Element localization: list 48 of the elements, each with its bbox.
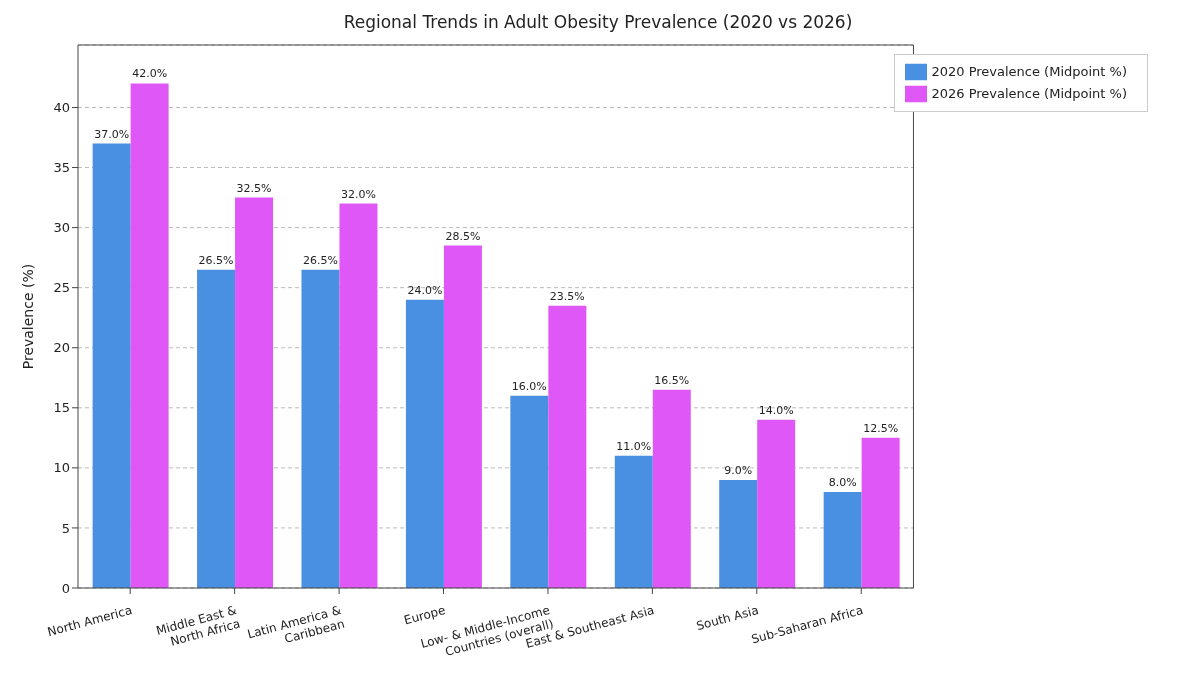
bar: [719, 479, 758, 588]
bar: [614, 455, 653, 588]
y-tick-label: 40: [53, 100, 70, 116]
y-tick-label: 5: [61, 520, 70, 536]
legend-label: 2026 Prevalence (Midpoint %): [931, 85, 1127, 101]
data-label: 11.0%: [616, 439, 652, 453]
data-label: 32.5%: [236, 181, 272, 195]
y-tick-label: 15: [53, 400, 70, 416]
data-label: 37.0%: [94, 127, 130, 141]
data-label: 26.5%: [303, 253, 338, 267]
bar: [510, 395, 549, 588]
data-label: 23.5%: [549, 289, 585, 303]
bar: [861, 437, 900, 588]
bar: [301, 269, 340, 588]
data-label: 28.5%: [445, 229, 481, 243]
x-tick-label: Middle East & North Africa: [154, 603, 242, 649]
data-label: 24.0%: [407, 283, 443, 297]
bar: [197, 269, 236, 588]
bar: [757, 419, 796, 588]
y-axis-title: Prevalence (%): [19, 263, 36, 370]
x-tick-label: North America: [46, 603, 134, 640]
y-tick-label: 30: [53, 220, 70, 236]
bar: [823, 491, 862, 588]
data-label: 32.0%: [341, 187, 376, 201]
chart-title: Regional Trends in Adult Obesity Prevalence (2020 vs 2026): [342, 12, 854, 34]
data-label: 8.0%: [828, 475, 857, 489]
y-tick-label: 20: [53, 340, 70, 356]
data-label: 12.5%: [863, 421, 899, 435]
data-label: 42.0%: [132, 67, 168, 81]
data-label: 26.5%: [198, 253, 234, 267]
bar: [339, 203, 378, 588]
bar: [548, 305, 587, 588]
bar: [443, 245, 482, 588]
y-tick-label: 10: [53, 460, 70, 476]
y-tick-label: 0: [61, 580, 70, 596]
bar: [405, 299, 444, 588]
y-tick-label: 35: [53, 160, 70, 176]
bar: [652, 389, 691, 588]
bar: [130, 83, 169, 588]
x-tick-label: Europe: [402, 603, 447, 628]
bar: [92, 143, 131, 588]
data-label: 16.0%: [511, 379, 547, 393]
bar: [235, 197, 274, 588]
data-label: 9.0%: [724, 463, 753, 477]
data-label: 14.0%: [758, 403, 794, 417]
data-label: 16.5%: [654, 373, 690, 387]
y-tick-label: 25: [53, 280, 70, 296]
legend-label: 2020 Prevalence (Midpoint %): [931, 63, 1127, 79]
